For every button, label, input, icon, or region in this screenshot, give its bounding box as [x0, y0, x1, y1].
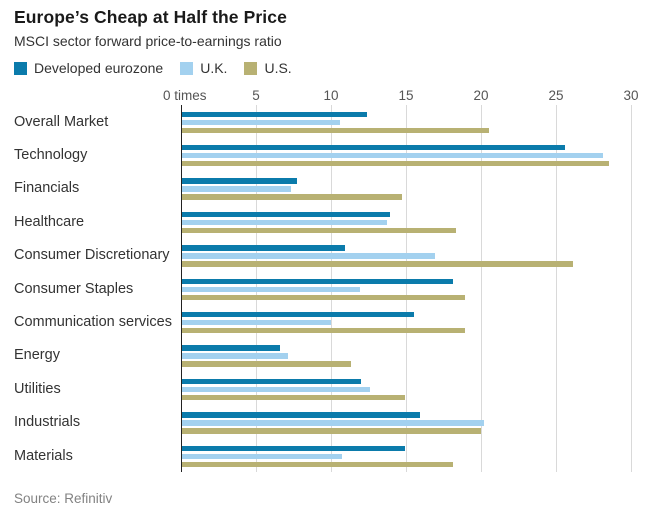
bar-u-s [181, 227, 456, 234]
grid-line [556, 105, 557, 472]
category-label: Industrials [14, 414, 81, 431]
x-axis-tick-label: 10 [323, 88, 339, 103]
x-axis-tick-label: 20 [473, 88, 489, 103]
bar-u-s [181, 327, 465, 334]
bar-u-k [181, 453, 342, 459]
chart-subtitle: MSCI sector forward price-to-earnings ra… [14, 33, 282, 49]
bar-u-k [181, 386, 370, 393]
x-axis-tick-label: 5 [252, 88, 260, 103]
bar-developed-eurozone [181, 178, 297, 184]
legend-swatch [244, 61, 258, 75]
category-label: Energy [14, 347, 60, 364]
bar-developed-eurozone [181, 278, 453, 284]
bar-u-s [181, 394, 405, 401]
grid-line [481, 105, 482, 472]
bar-u-k [181, 219, 387, 226]
grid-line [631, 105, 632, 472]
bar-developed-eurozone [181, 412, 420, 418]
bar-developed-eurozone [181, 345, 280, 351]
legend-item: Developed eurozone [14, 60, 163, 76]
source-note: Source: Refinitiv [14, 491, 113, 506]
legend-label: Developed eurozone [34, 60, 164, 76]
bar-developed-eurozone [181, 378, 361, 385]
bar-u-s [181, 160, 609, 167]
bar-u-k [181, 319, 331, 326]
bar-u-k [181, 119, 340, 125]
grid-line [406, 105, 407, 472]
legend-item: U.S. [244, 60, 292, 76]
legend-swatch [180, 61, 194, 75]
bar-developed-eurozone [181, 445, 405, 451]
bar-chart-plot: 0 times 5 10 15 20 25 30 Overall Market Technolo… [0, 88, 649, 480]
category-label: Technology [14, 146, 88, 163]
legend-swatch [14, 61, 27, 75]
y-axis-line [180, 105, 182, 472]
bar-developed-eurozone [181, 311, 414, 318]
category-label: Financials [14, 180, 80, 197]
bar-u-k [181, 152, 603, 159]
bar-u-k [181, 353, 288, 359]
bar-u-k [181, 253, 435, 259]
chart-title: Europe’s Cheap at Half the Price [14, 7, 287, 27]
bar-u-s [181, 428, 481, 434]
x-axis-tick-label: 30 [623, 88, 639, 103]
legend-label: U.K. [200, 60, 228, 76]
x-axis-tick-label: 15 [398, 88, 414, 103]
category-label: Materials [14, 447, 73, 464]
legend-item: U.K. [180, 60, 227, 76]
bar-developed-eurozone [181, 211, 390, 218]
category-label: Consumer Discretionary [14, 247, 170, 264]
bar-u-k [181, 286, 360, 292]
legend: Developed eurozone U.K. U.S. [14, 60, 292, 76]
x-axis-tick-label: 0 times [163, 88, 207, 103]
category-label: Utilities [14, 380, 61, 397]
bar-developed-eurozone [181, 245, 345, 251]
x-axis-tick-label: 25 [548, 88, 564, 103]
bar-u-k [181, 420, 484, 426]
bar-u-s [181, 194, 402, 200]
bar-u-s [181, 461, 453, 467]
bar-u-s [181, 361, 351, 367]
category-label: Consumer Staples [14, 280, 134, 297]
bar-developed-eurozone [181, 144, 565, 151]
legend-label: U.S. [264, 60, 292, 76]
category-label: Overall Market [14, 113, 109, 130]
bar-u-s [181, 127, 489, 133]
category-label: Communication services [14, 313, 172, 330]
bar-u-s [181, 261, 573, 267]
bar-developed-eurozone [181, 111, 367, 117]
bar-u-k [181, 186, 291, 192]
bar-u-s [181, 294, 465, 300]
category-label: Healthcare [14, 213, 85, 230]
